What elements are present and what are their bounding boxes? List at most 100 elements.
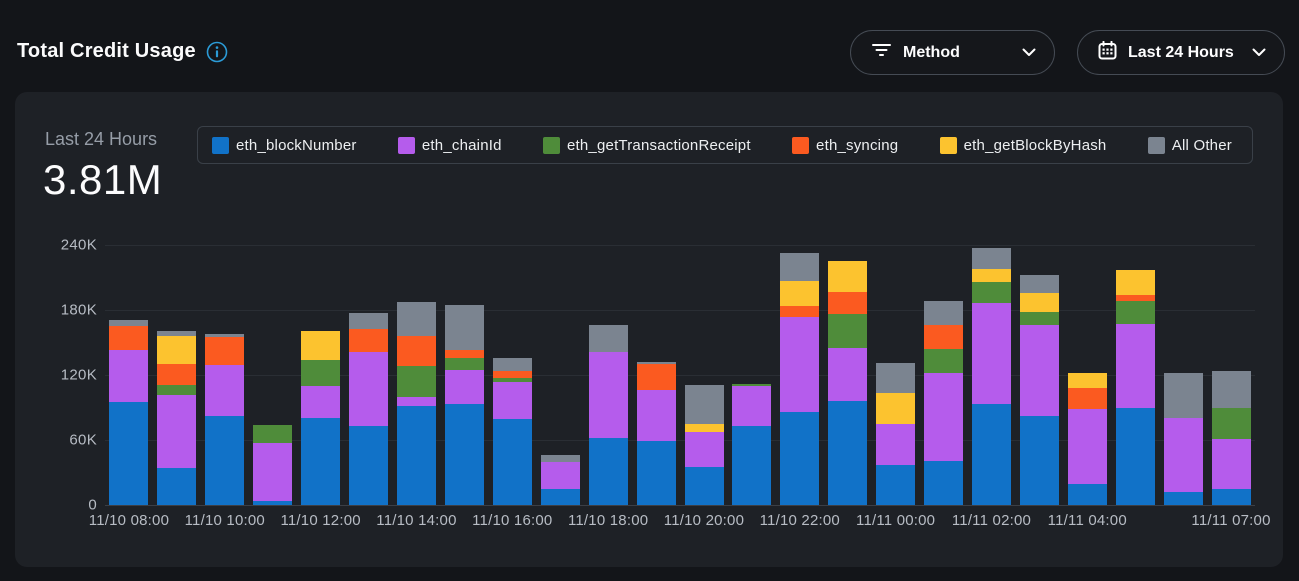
stacked-bar-11-10-13-00[interactable] — [349, 313, 389, 505]
bar-segment-eth_getblockbyhash — [1067, 372, 1107, 389]
stacked-bar-11-11-01-00[interactable] — [924, 301, 964, 505]
x-axis-tick-label: 11/10 18:00 — [567, 512, 649, 529]
stacked-bar-11-10-21-00[interactable] — [732, 383, 772, 505]
legend-item-all-other[interactable]: All Other — [1147, 136, 1232, 154]
bar-segment-eth_getblockbyhash — [301, 330, 341, 360]
bar-segment-eth_blocknumber — [301, 418, 341, 505]
bar-segment-eth_chainid — [205, 365, 245, 417]
bar-segment-eth_syncing — [396, 336, 436, 367]
stacked-bar-11-10-11-00[interactable] — [253, 424, 293, 505]
bar-segment-eth_syncing — [780, 305, 820, 317]
bar-segment-all-other — [588, 325, 628, 353]
stacked-bar-11-10-19-00[interactable] — [636, 362, 676, 505]
bar-segment-all-other — [540, 455, 580, 462]
stacked-bar-11-10-14-00[interactable] — [396, 302, 436, 505]
bar-segment-all-other — [780, 252, 820, 281]
plot-area — [105, 244, 1255, 506]
bar-segment-eth_getblockbyhash — [1019, 292, 1059, 313]
bar-segment-eth_chainid — [1115, 324, 1155, 408]
calendar-icon — [1098, 40, 1117, 65]
bar-segment-eth_chainid — [253, 443, 293, 501]
bar-segment-eth_blocknumber — [1163, 492, 1203, 505]
bar-segment-eth_gettransactionreceipt — [972, 281, 1012, 304]
bar-segment-all-other — [972, 248, 1012, 269]
stacked-bar-11-10-22-00[interactable] — [780, 252, 820, 505]
stacked-bar-11-10-08-00[interactable] — [109, 319, 149, 505]
bar-segment-all-other — [876, 363, 916, 394]
bar-slot — [440, 245, 488, 505]
stacked-bar-11-11-04-00[interactable] — [1067, 372, 1107, 505]
bar-segment-eth_gettransactionreceipt — [924, 349, 964, 373]
bar-segment-all-other — [444, 304, 484, 351]
legend-item-eth_gettransactionreceipt[interactable]: eth_getTransactionReceipt — [542, 136, 751, 154]
bar-segment-all-other — [924, 301, 964, 326]
bar-slot — [249, 245, 297, 505]
x-axis-tick-label: 11/10 20:00 — [663, 512, 745, 529]
legend-item-eth_syncing[interactable]: eth_syncing — [792, 136, 899, 154]
x-axis-tick-label: 11/10 16:00 — [472, 512, 553, 529]
info-icon[interactable] — [206, 41, 228, 63]
x-axis-tick-label: 11/11 02:00 — [951, 512, 1032, 529]
bar-segment-eth_gettransactionreceipt — [1019, 312, 1059, 326]
bar-segment-eth_blocknumber — [540, 488, 580, 505]
bar-segment-eth_gettransactionreceipt — [828, 314, 868, 348]
legend-item-eth_chainid[interactable]: eth_chainId — [397, 136, 502, 154]
stacked-bar-11-10-10-00[interactable] — [205, 333, 245, 505]
time-range-dropdown[interactable]: Last 24 Hours — [1077, 30, 1285, 75]
stacked-bar-11-11-03-00[interactable] — [1019, 275, 1059, 505]
stacked-bar-11-10-12-00[interactable] — [301, 330, 341, 505]
stacked-bar-11-11-02-00[interactable] — [972, 248, 1012, 505]
bar-segment-all-other — [349, 313, 389, 330]
bar-segment-eth_blocknumber — [732, 425, 772, 505]
stacked-bar-11-10-20-00[interactable] — [684, 384, 724, 505]
bar-slot — [1159, 245, 1207, 505]
stacked-bar-11-10-16-00[interactable] — [492, 357, 532, 505]
bar-slot — [632, 245, 680, 505]
bar-segment-all-other — [684, 384, 724, 424]
bar-slot — [728, 245, 776, 505]
stacked-bar-11-11-06-00[interactable] — [1163, 372, 1203, 505]
bar-segment-eth_chainid — [972, 303, 1012, 405]
gridline — [105, 439, 1255, 441]
bar-segment-all-other — [109, 319, 149, 327]
bar-segment-eth_blocknumber — [253, 500, 293, 505]
stacked-bar-11-10-17-00[interactable] — [540, 455, 580, 505]
bar-slot — [776, 245, 824, 505]
stacked-bar-11-11-00-00[interactable] — [876, 363, 916, 505]
stacked-bar-11-10-09-00[interactable] — [157, 330, 197, 505]
chevron-down-icon — [1252, 44, 1266, 62]
bar-segment-eth_chainid — [780, 316, 820, 412]
bar-segment-eth_blocknumber — [349, 425, 389, 505]
legend-color-chip — [397, 136, 415, 154]
method-dropdown[interactable]: Method — [850, 30, 1055, 75]
bar-segment-eth_blocknumber — [1019, 416, 1059, 505]
credit-usage-chart-card: Last 24 Hours 3.81M eth_blockNumber eth_c… — [15, 92, 1283, 567]
bar-segment-eth_gettransactionreceipt — [301, 359, 341, 386]
stacked-bar-11-11-07-00[interactable] — [1211, 370, 1251, 505]
y-axis-tick-label: 120K — [60, 366, 97, 384]
bar-segment-eth_blocknumber — [780, 411, 820, 505]
stacked-bar-11-10-18-00[interactable] — [588, 325, 628, 505]
legend-item-eth_getblockbyhash[interactable]: eth_getBlockByHash — [939, 136, 1107, 154]
bar-segment-eth_syncing — [924, 325, 964, 350]
title-wrap: Total Credit Usage — [17, 40, 228, 63]
gridline — [105, 244, 1255, 246]
y-axis-tick-label: 180K — [60, 301, 97, 319]
bar-segment-eth_chainid — [1019, 325, 1059, 417]
x-axis-tick-label: 11/10 12:00 — [280, 512, 361, 529]
stacked-bar-11-11-05-00[interactable] — [1115, 269, 1155, 505]
legend-color-chip — [792, 136, 810, 154]
gridline — [105, 504, 1255, 506]
legend-item-label: eth_syncing — [816, 136, 899, 154]
bar-segment-eth_getblockbyhash — [876, 393, 916, 424]
bar-segment-eth_gettransactionreceipt — [396, 366, 436, 397]
bar-segment-eth_chainid — [732, 385, 772, 426]
bar-slot — [345, 245, 393, 505]
summary-period-label: Last 24 Hours — [45, 129, 158, 149]
legend-item-eth_blocknumber[interactable]: eth_blockNumber — [212, 136, 357, 154]
bar-segment-eth_chainid — [1067, 408, 1107, 485]
bar-segment-eth_gettransactionreceipt — [253, 424, 293, 444]
stacked-bar-11-10-23-00[interactable] — [828, 261, 868, 505]
y-axis-tick-label: 0 — [88, 496, 97, 514]
stacked-bar-11-10-15-00[interactable] — [444, 304, 484, 505]
